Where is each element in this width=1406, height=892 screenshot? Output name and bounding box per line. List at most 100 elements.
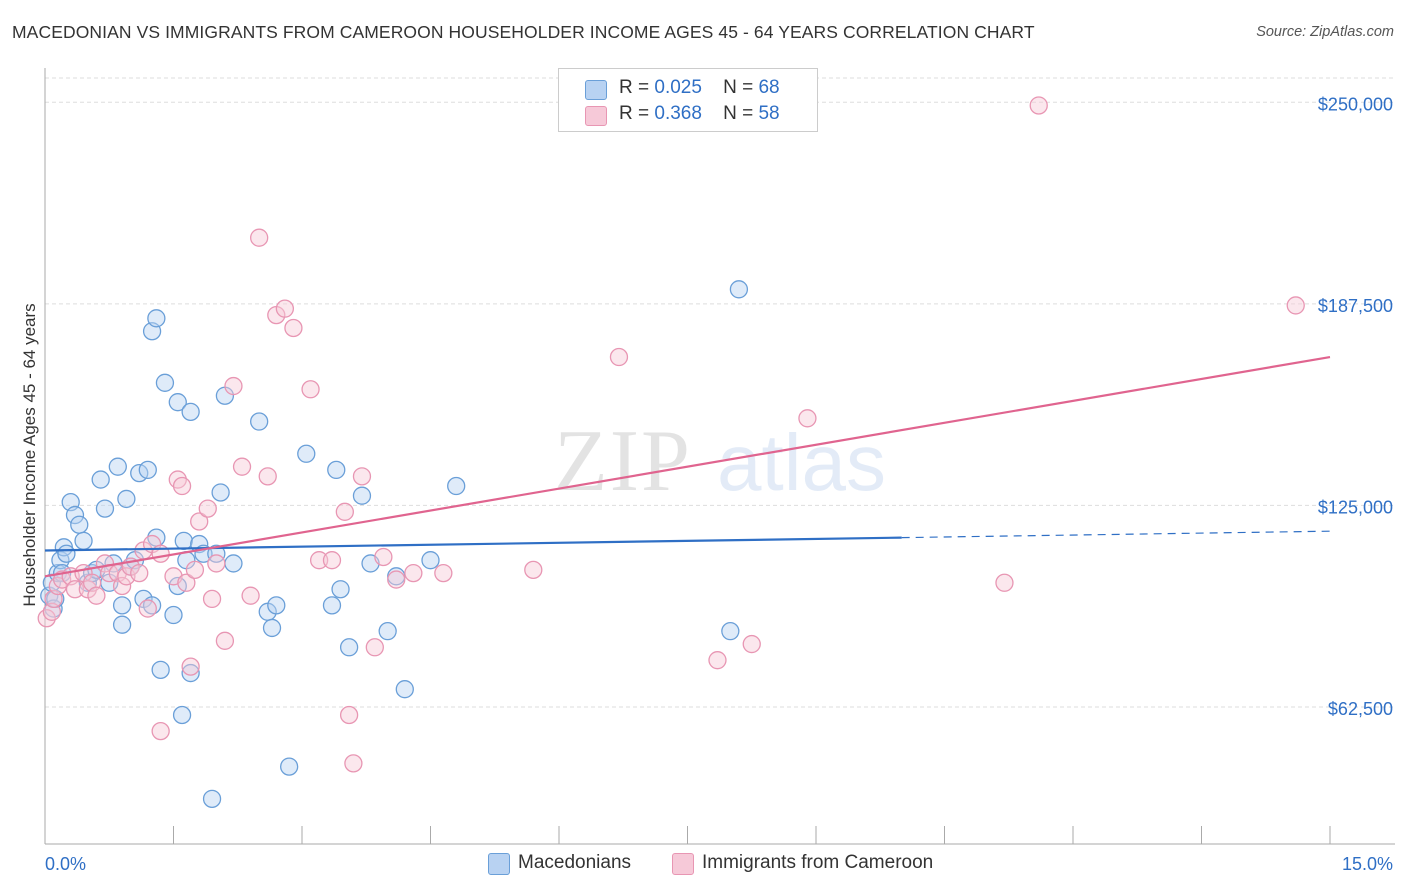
watermark-atlas: atlas [717,418,886,507]
data-point [95,499,115,518]
bottom-legend-swatch-pink [672,853,694,875]
data-point [164,605,183,625]
data-point [275,299,295,318]
series-macedonians [40,280,749,808]
trend-line-macedonians-extension [901,530,1331,539]
legend-r-label: R = [619,103,650,124]
axes [44,68,1395,845]
data-point [215,631,235,650]
trend-lines [44,355,1331,578]
data-point [181,402,200,422]
data-point [202,589,222,609]
data-point [258,467,277,486]
data-point [138,599,157,618]
data-point [174,531,193,550]
data-point [262,618,282,638]
data-point [112,615,132,634]
data-point [395,680,414,699]
data-point [1286,296,1305,315]
data-point [151,660,170,679]
data-point [70,515,89,534]
series-cameroon [37,96,1305,773]
data-point [721,622,740,641]
data-point [301,380,320,399]
data-point [352,467,372,486]
data-point [91,470,110,489]
data-point [352,486,372,505]
data-point [284,318,303,338]
data-point [202,789,222,808]
legend-r-value: 0.025 [654,77,702,98]
data-point [112,596,132,615]
data-point [609,347,629,367]
data-point [339,638,359,657]
legend-n-label: N = [723,77,754,98]
legend-n-value: 58 [758,103,780,124]
legend-box: R = 0.025 N = 68 R = 0.368 N = 58 [558,68,818,132]
source-label: Source: ZipAtlas.com [1256,24,1394,40]
legend-swatch-pink [585,106,607,126]
bottom-legend-label: Immigrants from Cameroon [702,852,934,873]
data-point [65,580,85,599]
data-point [434,563,453,583]
data-point [327,460,346,480]
legend-r-label: R = [619,77,650,98]
data-point [365,638,384,657]
data-point [155,373,175,392]
data-point [322,596,342,615]
data-point [447,476,466,496]
data-point [742,634,761,654]
data-point [211,483,230,502]
legend-n-label: N = [723,103,754,124]
legend-n-value: 68 [758,77,780,98]
tick-labels: $62,500 $125,000 $187,500 $250,000 0.0% 15.0% [45,94,1393,874]
x-tick-label: 15.0% [1342,854,1393,874]
watermark: ZIP atlas [554,413,886,510]
data-point [151,721,170,741]
data-point [344,754,363,773]
data-point [172,476,192,496]
data-point [267,596,286,615]
data-point [74,531,93,550]
data-point [331,580,350,599]
y-tick-label: $250,000 [1318,94,1393,114]
data-point [387,570,406,589]
data-point [168,393,187,412]
data-point [335,502,354,521]
data-point [185,560,205,580]
data-point [1029,96,1048,115]
data-point [112,576,132,596]
data-point [374,547,393,567]
data-point [708,651,727,670]
data-point [250,228,269,247]
bottom-legend-swatch-blue [488,853,510,875]
trend-line-cameroon [44,355,1331,578]
data-point [995,573,1014,592]
data-point [147,309,166,328]
data-point [322,551,342,570]
data-point [224,554,243,573]
legend-swatch-blue [585,80,607,100]
data-point [57,544,76,563]
x-tick-label: 0.0% [45,854,86,874]
y-tick-label: $62,500 [1328,699,1393,719]
chart-title: MACEDONIAN VS IMMIGRANTS FROM CAMEROON H… [12,22,1035,42]
data-point [241,586,260,605]
data-point [404,563,423,583]
data-point [172,705,192,725]
trend-line-macedonians [44,536,902,552]
data-point [138,460,157,480]
data-point [207,544,226,563]
data-point [729,280,749,299]
data-point [309,551,329,570]
bottom-legend-label: Macedonians [518,852,632,873]
gridlines [45,77,1395,708]
data-point [181,663,200,683]
data-point [224,376,243,396]
data-point [207,554,226,573]
data-point [232,457,252,476]
data-point [108,457,127,476]
legend-r-value: 0.368 [654,103,702,124]
data-point [87,586,106,605]
